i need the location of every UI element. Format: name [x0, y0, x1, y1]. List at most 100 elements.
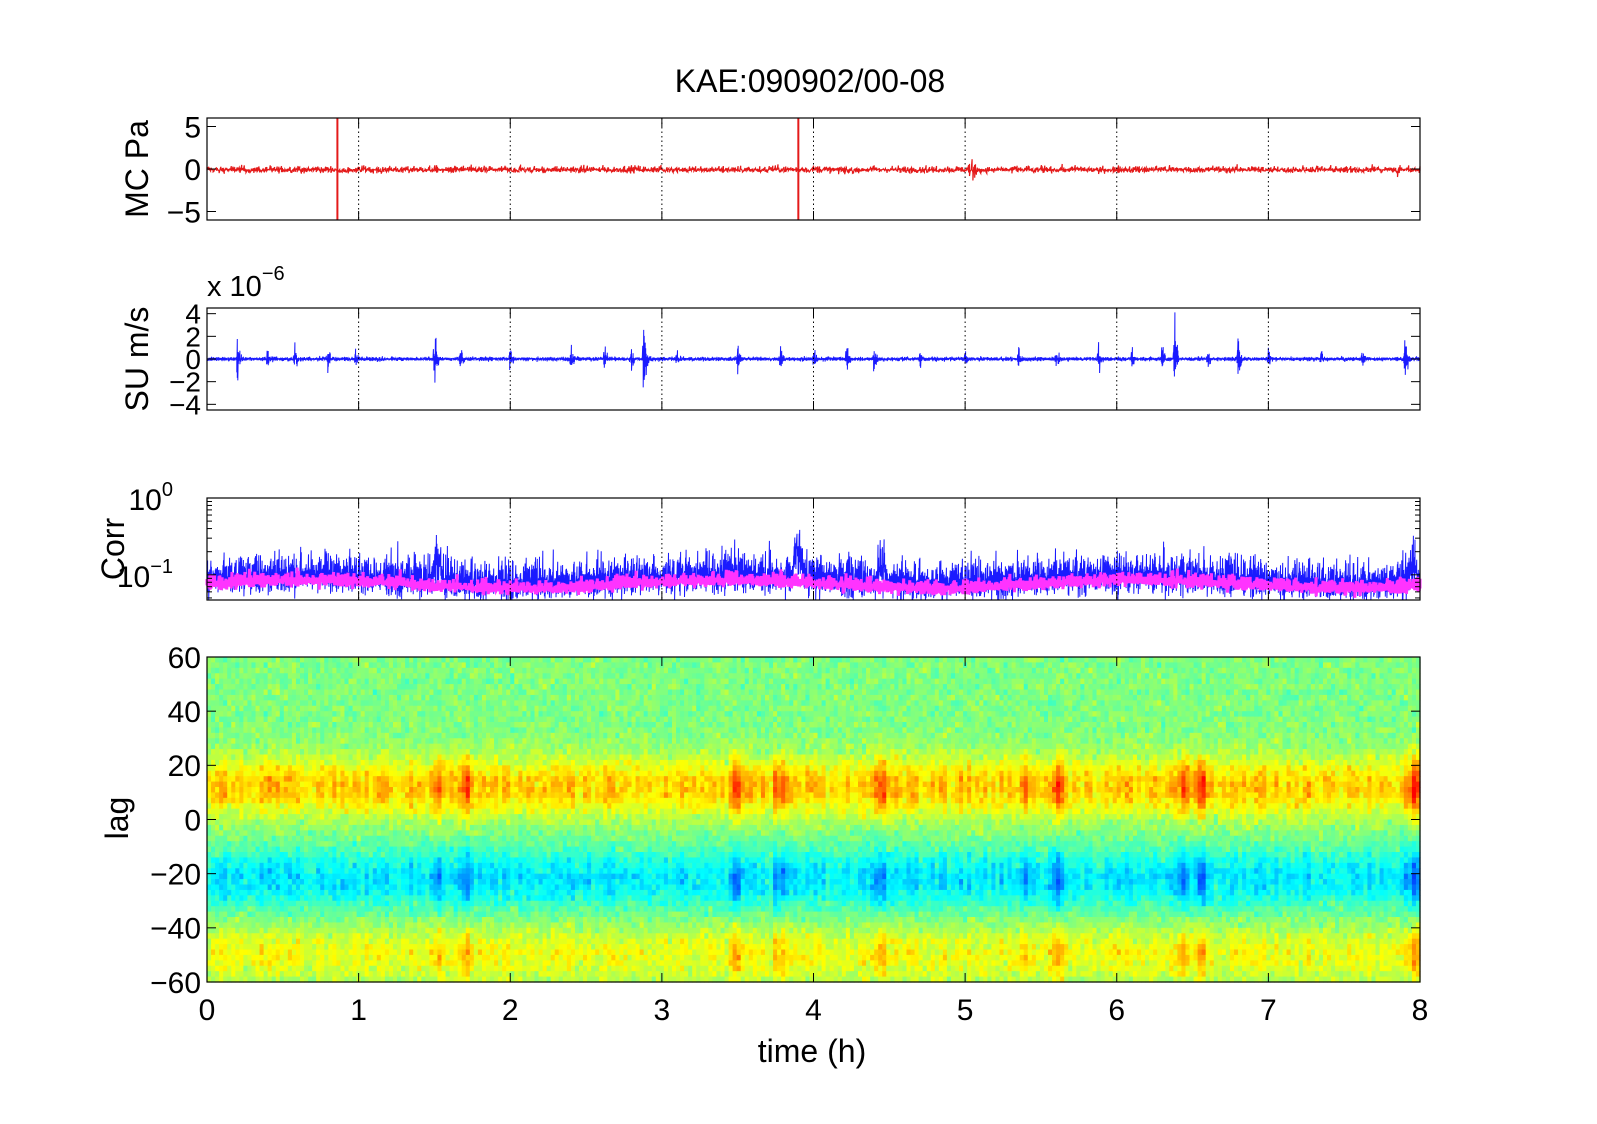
heatmap-cell	[417, 759, 422, 766]
heatmap-cell	[429, 911, 435, 918]
heatmap-cell	[429, 841, 435, 848]
heatmap-cell	[219, 814, 224, 821]
heatmap-cell	[360, 727, 366, 734]
heatmap-cell	[376, 954, 382, 961]
heatmap-cell	[485, 657, 491, 664]
heatmap-cell	[352, 743, 358, 750]
heatmap-cell	[255, 846, 261, 853]
heatmap-cell	[324, 722, 329, 729]
heatmap-cell	[449, 949, 455, 956]
heatmap-cell	[437, 673, 443, 680]
heatmap-cell	[490, 792, 495, 799]
heatmap-cell	[336, 900, 342, 907]
heatmap-cell	[518, 705, 523, 712]
heatmap-cell	[485, 895, 491, 902]
heatmap-cell	[384, 922, 390, 929]
heatmap-cell	[219, 743, 224, 750]
heatmap-cell	[255, 684, 261, 691]
heatmap-cell	[453, 965, 459, 972]
heatmap-cell	[485, 754, 491, 761]
heatmap-cell	[401, 722, 406, 729]
heatmap-cell	[401, 770, 406, 777]
heatmap-cell	[227, 917, 232, 924]
heatmap-cell	[267, 678, 273, 685]
heatmap-cell	[340, 862, 346, 869]
heatmap-cell	[308, 808, 313, 815]
heatmap-cell	[392, 884, 398, 891]
heatmap-cell	[461, 873, 467, 880]
heatmap-cell	[259, 803, 265, 810]
heatmap-cell	[287, 754, 293, 761]
heatmap-cell	[340, 662, 346, 669]
heatmap-cell	[388, 841, 394, 848]
heatmap-cell	[275, 927, 281, 934]
heatmap-cell	[352, 657, 358, 664]
heatmap-cell	[364, 927, 370, 934]
heatmap-cell	[316, 824, 321, 831]
heatmap-cell	[433, 808, 439, 815]
heatmap-cell	[445, 927, 451, 934]
heatmap-cell	[312, 835, 317, 842]
heatmap-cell	[384, 944, 390, 951]
heatmap-cell	[235, 716, 240, 723]
heatmap-cell	[304, 873, 309, 880]
heatmap-cell	[255, 754, 261, 761]
heatmap-cell	[498, 862, 503, 869]
heatmap-cell	[243, 716, 249, 723]
heatmap-cell	[522, 770, 528, 777]
heatmap-cell	[251, 900, 257, 907]
heatmap-cell	[219, 917, 224, 924]
heatmap-cell	[332, 879, 337, 886]
heatmap-cell	[316, 803, 321, 810]
heatmap-cell	[267, 944, 273, 951]
heatmap-cell	[235, 705, 240, 712]
heatmap-cell	[417, 749, 422, 756]
heatmap-cell	[413, 797, 418, 804]
heatmap-cell	[283, 868, 289, 875]
heatmap-cell	[279, 797, 285, 804]
heatmap-cell	[477, 852, 483, 859]
heatmap-cell	[227, 922, 232, 929]
heatmap-cell	[344, 711, 350, 718]
heatmap-cell	[356, 797, 362, 804]
heatmap-cell	[259, 727, 265, 734]
heatmap-cell	[259, 765, 265, 772]
heatmap-cell	[259, 808, 265, 815]
heatmap-cell	[397, 911, 402, 918]
heatmap-cell	[372, 814, 378, 821]
heatmap-cell	[417, 808, 422, 815]
heatmap-cell	[405, 689, 410, 696]
heatmap-cell	[251, 684, 257, 691]
heatmap-cell	[485, 927, 491, 934]
heatmap-cell	[348, 749, 354, 756]
heatmap-cell	[469, 776, 475, 783]
heatmap-cell	[348, 906, 354, 913]
heatmap-cell	[251, 770, 257, 777]
heatmap-cell	[308, 862, 313, 869]
heatmap-cell	[417, 830, 422, 837]
heatmap-cell	[425, 841, 430, 848]
heatmap-cell	[231, 814, 236, 821]
heatmap-cell	[445, 765, 451, 772]
heatmap-cell	[485, 917, 491, 924]
heatmap-cell	[449, 749, 455, 756]
heatmap-cell	[295, 749, 301, 756]
heatmap-cell	[384, 819, 390, 826]
heatmap-cell	[283, 819, 289, 826]
heatmap-cell	[300, 722, 305, 729]
heatmap-cell	[453, 797, 459, 804]
heatmap-cell	[425, 868, 430, 875]
heatmap-cell	[328, 700, 333, 707]
heatmap-cell	[316, 895, 321, 902]
heatmap-cell	[506, 689, 511, 696]
heatmap-cell	[498, 814, 503, 821]
heatmap-cell	[397, 954, 402, 961]
heatmap-cell	[352, 911, 358, 918]
heatmap-cell	[352, 944, 358, 951]
heatmap-cell	[405, 857, 410, 864]
heatmap-cell	[287, 749, 293, 756]
heatmap-cell	[506, 884, 511, 891]
heatmap-cell	[344, 808, 350, 815]
heatmap-cell	[397, 960, 402, 967]
